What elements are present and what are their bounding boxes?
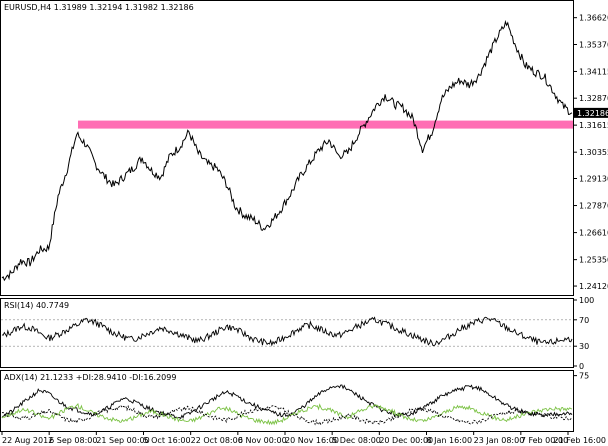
x-tick-label: 20 Nov 16:00: [285, 436, 339, 445]
price-tick-label: 1.30355: [579, 148, 608, 157]
price-tick-label: 1.32870: [579, 94, 608, 103]
adx-layer: 75: [1, 372, 589, 426]
price-panel-frame: [0, 0, 574, 296]
adx-series-1: [1, 402, 573, 426]
price-tick-label: 1.26610: [579, 229, 608, 238]
last-price-marker: 1.32186: [574, 107, 608, 118]
rsi-line: [1, 316, 573, 347]
x-tick-label: 21 Feb 16:00: [554, 436, 606, 445]
x-tick-label: 20 Dec 00:00: [379, 436, 433, 445]
support-level-band: [78, 120, 573, 129]
adx-panel-frame: [0, 370, 574, 432]
x-tick-label: 6 Sep 08:00: [49, 436, 97, 445]
rsi-tick-label: 0: [579, 362, 584, 371]
rsi-layer: 100 70 30 0: [1, 296, 594, 371]
price-tick-label: 1.35370: [579, 41, 608, 50]
price-tick-label: 1.27870: [579, 202, 608, 211]
x-tick-label: 22 Aug 2012: [2, 436, 53, 445]
adx-tick-label: 75: [579, 372, 589, 381]
x-tick-label: 8 Jan 16:00: [427, 436, 473, 445]
price-tick-label: 1.24120: [579, 282, 608, 291]
x-tick-label: 6 Nov 00:00: [238, 436, 287, 445]
adx-series-2: [1, 404, 573, 426]
x-tick-label: 5 Oct 16:00: [144, 436, 191, 445]
price-tick-label: 1.29130: [579, 174, 608, 183]
x-tick-label: 7 Feb 00:00: [521, 436, 568, 445]
price-tick-label: 1.25350: [579, 256, 608, 265]
x-tick-label: 21 Sep 00:00: [96, 436, 149, 445]
rsi-tick-label: 70: [579, 316, 589, 325]
rsi-tick-label: 30: [579, 342, 589, 351]
price-series-layer: [1, 19, 573, 282]
price-line: [1, 19, 573, 282]
last-price-label: 1.32186: [577, 109, 608, 118]
rsi-tick-label: 100: [579, 296, 594, 305]
price-tick-label: 1.31615: [579, 121, 608, 130]
x-tick-label: 23 Jan 08:00: [474, 436, 525, 445]
price-header: EURUSD,H4 1.31989 1.32194 1.31982 1.3218…: [4, 3, 194, 12]
support-level-layer: [78, 120, 573, 129]
x-tick-label: 22 Oct 08:00: [191, 436, 243, 445]
rsi-panel-frame: [0, 298, 574, 368]
adx-header: ADX(14) 21.1233 +DI:28.9410 -DI:16.2099: [4, 373, 176, 382]
rsi-header: RSI(14) 40.7749: [4, 301, 69, 310]
price-tick-label: 1.34115: [579, 67, 608, 76]
price-tick-label: 1.36620: [579, 14, 608, 23]
x-tick-label: 5 Dec 08:00: [332, 436, 381, 445]
price-y-ticks: 1.36620 1.35370 1.34115 1.32870 1.31615 1.303…: [573, 14, 608, 291]
